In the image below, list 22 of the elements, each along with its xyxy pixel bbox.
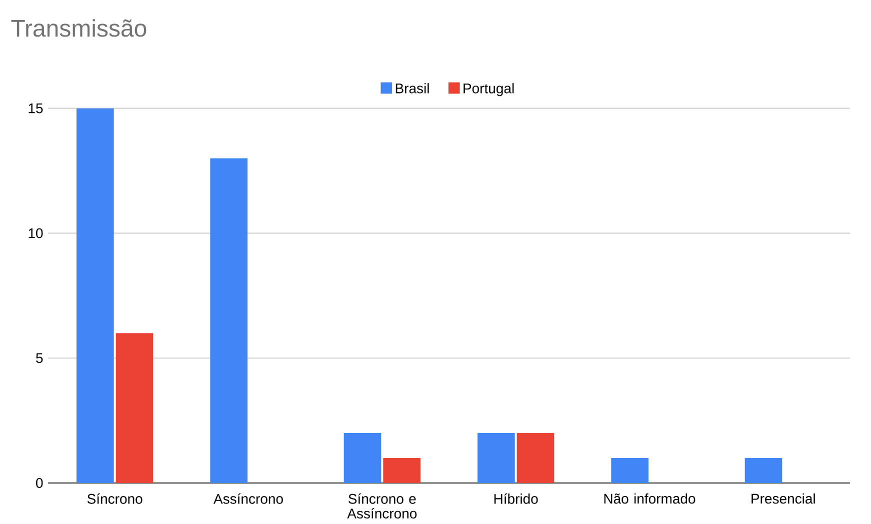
x-tick-label: Assíncrono: [214, 493, 283, 504]
chart-title: Transmissão: [11, 19, 146, 37]
bar: [744, 458, 782, 483]
x-tick-label: Híbrido: [494, 493, 538, 504]
x-tick-label: Síncrono: [87, 493, 142, 504]
y-tick-label: 0: [36, 478, 43, 488]
bar: [116, 333, 154, 483]
x-tick-label: Síncrono e Assíncrono: [347, 493, 417, 519]
x-tick-label: Não informado: [604, 493, 696, 504]
x-tick-label: Presencial: [752, 493, 815, 504]
bar: [76, 108, 114, 483]
bar: [383, 458, 421, 483]
bar: [210, 158, 248, 483]
legend-label: Brasil: [396, 83, 429, 94]
legend-label: Portugal: [464, 83, 514, 96]
y-tick-label: 5: [36, 353, 43, 363]
y-tick-label: 10: [28, 228, 43, 238]
bar: [611, 458, 648, 483]
y-tick-label: 15: [28, 103, 43, 114]
bar: [478, 433, 515, 483]
bar: [516, 433, 554, 483]
bar: [344, 433, 382, 483]
